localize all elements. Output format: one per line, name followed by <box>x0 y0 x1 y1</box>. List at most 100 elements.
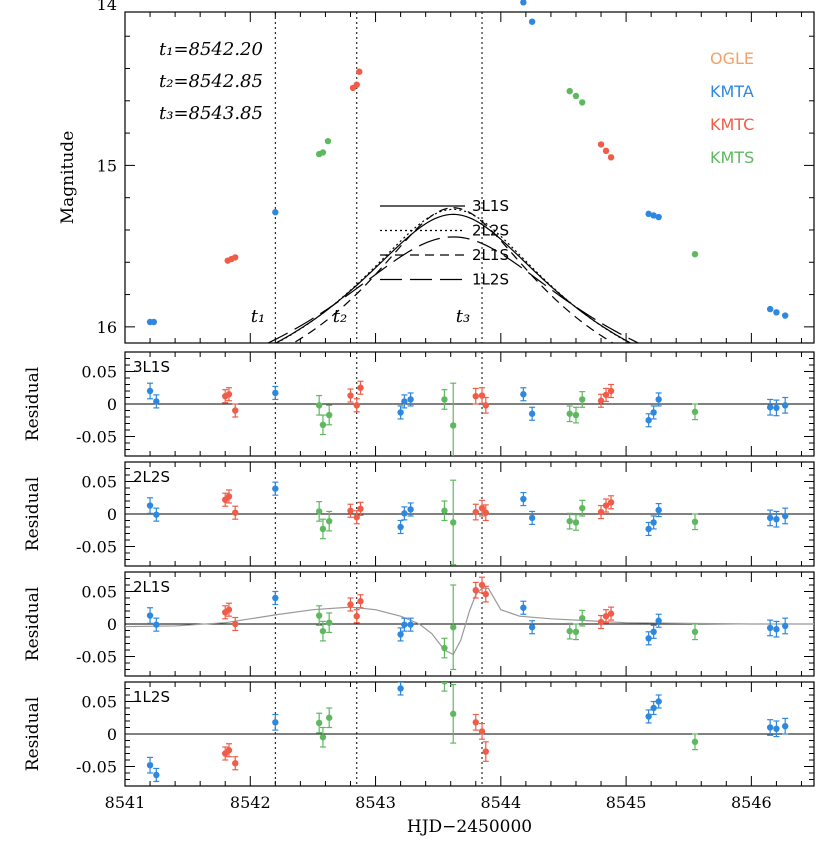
residual-point-KMTA <box>407 617 414 632</box>
residual-point-KMTA <box>520 600 527 615</box>
residual-point-KMTA <box>146 382 154 400</box>
residual-point-KMTA <box>645 709 652 724</box>
data-point <box>773 626 780 633</box>
data-point-mag-KMTA <box>528 18 536 25</box>
data-point <box>579 614 586 622</box>
residual-point-KMTA <box>153 617 160 632</box>
residual-point-KMTA <box>272 713 279 731</box>
data-point <box>781 512 789 520</box>
residual-point-KMTC <box>597 504 605 520</box>
residual-point-KMTC <box>225 489 233 504</box>
residual-point-KMTS <box>579 609 586 627</box>
residual-point-KMTC <box>472 713 479 731</box>
data-point <box>232 620 239 628</box>
residual-point-KMTC <box>607 606 615 621</box>
residual-point-KMTA <box>781 507 789 525</box>
data-point <box>482 402 489 409</box>
data-point-mag-KMTC <box>356 68 363 75</box>
data-point <box>272 719 279 726</box>
y-axis-label-residual: Residual <box>23 697 43 771</box>
residual-point-KMTS <box>315 394 323 416</box>
residual-point-KMTA <box>401 506 408 521</box>
y-tick-label-res: 0.05 <box>81 693 117 712</box>
data-point <box>315 402 323 409</box>
residual-point-KMTS <box>315 501 323 522</box>
data-point-mag-KMTS <box>572 92 580 100</box>
residual-point-KMTC <box>482 585 489 603</box>
data-point <box>781 402 789 409</box>
data-point <box>325 517 333 525</box>
data-point-mag-KMTC <box>602 147 610 155</box>
data-point <box>645 713 652 720</box>
residual-point-KMTC <box>225 743 233 758</box>
residual-point-KMTS <box>450 382 457 456</box>
residual-point-KMTA <box>401 617 408 632</box>
residual-point-KMTC <box>602 609 610 624</box>
residual-point-KMTS <box>691 403 699 421</box>
residual-point-KMTA <box>407 502 414 517</box>
data-point-mag-KMTA <box>650 212 657 219</box>
data-point <box>353 613 360 620</box>
data-point <box>566 517 573 525</box>
residual-point-KMTA <box>773 399 780 417</box>
residual-point-KMTS <box>566 405 573 423</box>
residual-point-KMTA <box>766 509 774 527</box>
data-point <box>232 509 239 516</box>
data-point <box>325 714 333 721</box>
residual-point-KMTA <box>766 619 774 637</box>
residual-point-KMTA <box>397 627 404 642</box>
data-point <box>472 508 479 516</box>
residual-point-KMTA <box>645 413 652 428</box>
residual-point-KMTC <box>478 722 486 740</box>
data-point <box>528 410 536 417</box>
x-tick-label: 8546 <box>731 793 772 812</box>
data-point <box>472 587 479 594</box>
residual-point-KMTS <box>691 733 699 751</box>
residual-point-KMTC <box>232 616 239 632</box>
data-point <box>401 398 408 405</box>
data-point <box>579 504 586 512</box>
data-point <box>655 617 662 624</box>
data-point <box>478 581 486 589</box>
residual-point-KMTA <box>272 385 279 401</box>
residual-point-KMTS <box>572 514 580 531</box>
legend-entry-kmta: KMTA <box>710 82 754 101</box>
data-point <box>401 510 408 517</box>
data-point-mag-KMTA <box>773 309 780 316</box>
data-point-mag-KMTC <box>353 81 360 88</box>
data-point <box>357 384 364 391</box>
legend-entry-kmtc: KMTC <box>710 115 754 134</box>
residual-point-KMTC <box>353 609 360 624</box>
data-point <box>602 391 610 399</box>
residual-point-KMTS <box>691 623 699 641</box>
data-point <box>272 389 279 397</box>
residual-point-KMTC <box>353 398 360 413</box>
data-point <box>597 618 605 626</box>
data-point <box>566 627 573 635</box>
annotation-2: t₂=8542.85 <box>159 71 263 92</box>
marker-label-1: t₁ <box>251 306 265 327</box>
data-point <box>520 495 527 503</box>
data-point-mag-KMTC <box>597 141 605 148</box>
data-point <box>766 624 774 632</box>
residual-point-KMTA <box>153 507 160 522</box>
data-point <box>146 387 154 395</box>
data-point-mag-KMTA <box>272 209 279 216</box>
residual-point-KMTS <box>325 510 333 532</box>
residual-point-KMTS <box>319 726 327 748</box>
data-point <box>232 407 239 414</box>
residual-point-KMTA <box>650 515 657 530</box>
data-point <box>572 519 580 526</box>
residual-point-KMTS <box>450 683 457 744</box>
data-point-mag-KMTC <box>607 154 615 161</box>
data-point <box>607 387 615 395</box>
data-point <box>347 601 354 608</box>
residual-point-KMTC <box>482 396 489 414</box>
data-point-mag-KMTA <box>520 0 527 6</box>
residual-point-KMTC <box>482 741 489 762</box>
residual-point-KMTA <box>153 394 160 409</box>
y-axis-label-magnitude: Magnitude <box>58 131 78 225</box>
data-point <box>441 507 448 514</box>
data-point <box>572 411 580 419</box>
legend-entry-kmts: KMTS <box>710 148 754 167</box>
